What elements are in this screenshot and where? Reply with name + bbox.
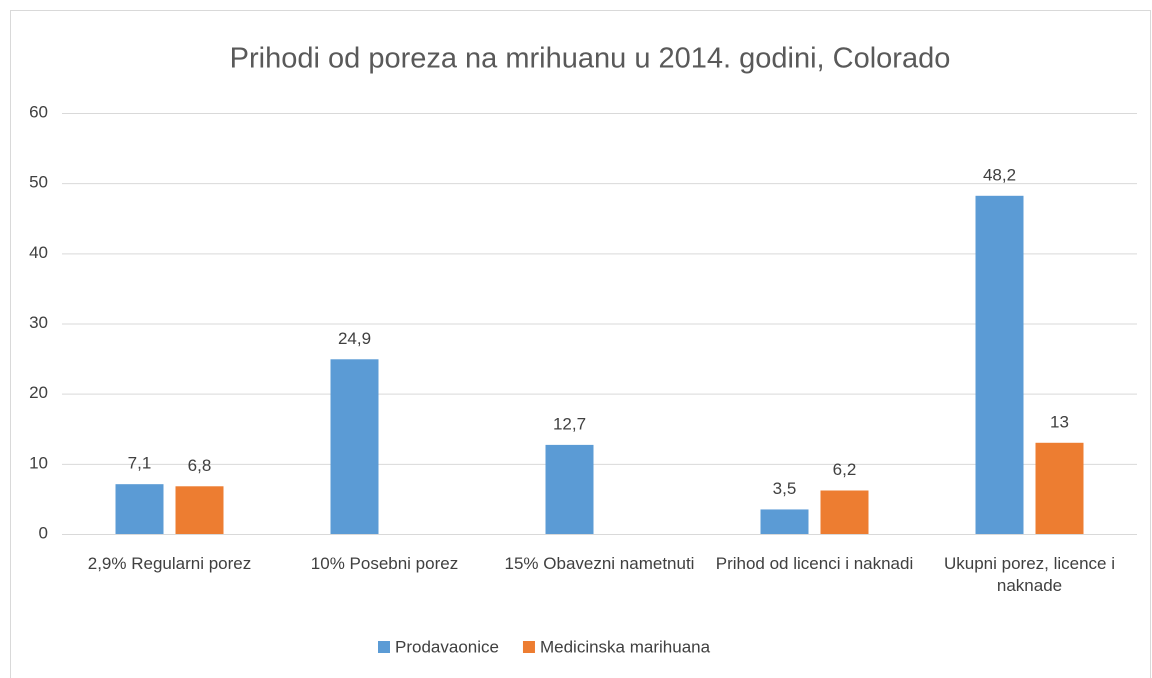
bar bbox=[545, 444, 594, 534]
data-label: 13 bbox=[1050, 412, 1069, 431]
legend-swatch bbox=[522, 641, 535, 653]
x-tick-label: 15% Obavezni nametnuti bbox=[504, 554, 695, 573]
x-tick-label: 10% Posebni porez bbox=[310, 554, 459, 573]
bar bbox=[975, 195, 1024, 534]
data-label: 6,2 bbox=[833, 460, 857, 479]
data-label: 6,8 bbox=[188, 456, 212, 475]
bar bbox=[115, 484, 164, 534]
data-label: 12,7 bbox=[553, 414, 586, 433]
legend-swatch bbox=[378, 641, 390, 653]
chart-border bbox=[10, 10, 1151, 678]
y-tick-label: 50 bbox=[29, 173, 48, 192]
chart-title: Prihodi od poreza na mrihuanu u 2014. go… bbox=[230, 43, 951, 75]
x-tick-label: 2,9% Regularni porez bbox=[87, 554, 252, 573]
x-tick-label: Prihod od licenci i naknadi bbox=[715, 554, 914, 573]
bar bbox=[1035, 442, 1084, 534]
bar bbox=[760, 509, 809, 534]
data-label: 3,5 bbox=[773, 479, 797, 498]
x-tick-label: Ukupni porez, licence i naknade bbox=[943, 554, 1116, 595]
legend-label: Prodavaonice bbox=[395, 637, 499, 656]
y-tick-label: 60 bbox=[29, 102, 48, 121]
y-tick-label: 0 bbox=[39, 523, 48, 542]
y-tick-label: 30 bbox=[29, 313, 48, 332]
y-tick-label: 20 bbox=[29, 383, 48, 402]
bar bbox=[820, 490, 869, 534]
bar bbox=[175, 486, 224, 534]
y-tick-label: 40 bbox=[29, 243, 48, 262]
y-tick-label: 10 bbox=[29, 453, 48, 472]
data-label: 24,9 bbox=[338, 329, 371, 348]
data-label: 7,1 bbox=[128, 454, 152, 473]
bar bbox=[330, 359, 379, 534]
data-label: 48,2 bbox=[983, 165, 1016, 184]
legend-label: Medicinska marihuana bbox=[540, 637, 711, 656]
